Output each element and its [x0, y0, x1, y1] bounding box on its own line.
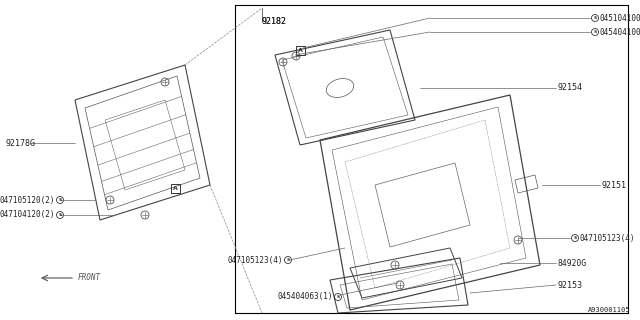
Text: 92178G: 92178G — [5, 139, 35, 148]
Text: A930001105: A930001105 — [588, 307, 630, 313]
Text: S: S — [58, 198, 61, 202]
Text: S: S — [58, 213, 61, 217]
Text: 047105120(2): 047105120(2) — [0, 196, 56, 204]
Text: S: S — [573, 236, 577, 240]
Text: 047105123(4): 047105123(4) — [579, 234, 635, 243]
Text: 92153: 92153 — [557, 281, 582, 290]
Text: 047105123(4): 047105123(4) — [228, 255, 284, 265]
Text: S: S — [286, 258, 290, 262]
Text: 045404063(1): 045404063(1) — [278, 292, 333, 301]
Text: 92182: 92182 — [262, 18, 287, 27]
Text: 045404100(4): 045404100(4) — [600, 28, 640, 36]
Text: 92154: 92154 — [557, 84, 582, 92]
Text: S: S — [593, 16, 596, 20]
Text: A: A — [173, 186, 177, 190]
Text: FRONT: FRONT — [78, 274, 101, 283]
Text: 92151: 92151 — [601, 180, 626, 189]
Text: 045104100(4): 045104100(4) — [600, 13, 640, 22]
Text: 047104120(2): 047104120(2) — [0, 211, 56, 220]
Text: A: A — [298, 47, 303, 52]
Bar — [170, 183, 179, 193]
Text: 84920G: 84920G — [557, 259, 586, 268]
Text: S: S — [593, 30, 596, 34]
Text: S: S — [337, 295, 340, 299]
Bar — [296, 45, 305, 54]
Text: 92182: 92182 — [262, 18, 287, 27]
